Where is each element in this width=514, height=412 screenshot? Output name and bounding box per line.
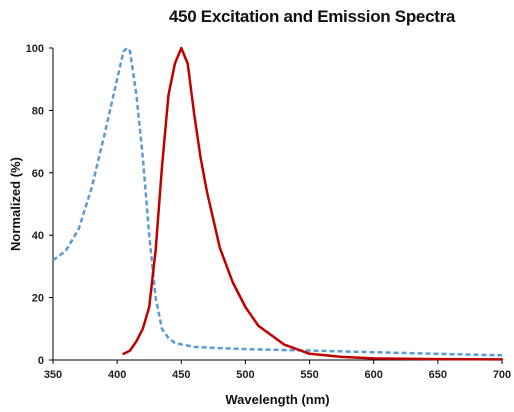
emission-series-line <box>122 46 504 361</box>
tick-labels: 350 400 450 500 550 600 650 700 0 20 40 60 80 100 <box>26 43 512 381</box>
series-layer <box>52 46 504 361</box>
y-tick-label: 0 <box>38 355 44 367</box>
x-tick-label: 500 <box>236 369 254 381</box>
x-tick-label: 600 <box>365 369 383 381</box>
x-tick-label: 400 <box>108 369 126 381</box>
x-tick-label: 450 <box>172 369 190 381</box>
x-tick-label: 550 <box>300 369 318 381</box>
x-axis-label: Wavelength (nm) <box>225 392 329 407</box>
excitation-series-line <box>52 46 503 357</box>
x-tick-label: 350 <box>44 369 62 381</box>
y-tick-label: 100 <box>26 43 44 55</box>
axes <box>49 47 503 364</box>
y-tick-label: 60 <box>32 168 44 180</box>
x-tick-label: 650 <box>429 369 447 381</box>
y-axis-label: Normalized (%) <box>8 157 23 251</box>
y-tick-label: 20 <box>32 293 44 305</box>
chart-title: 450 Excitation and Emission Spectra <box>168 7 456 26</box>
y-tick-label: 80 <box>32 105 44 117</box>
x-tick-label: 700 <box>493 369 511 381</box>
y-tick-label: 40 <box>32 230 44 242</box>
